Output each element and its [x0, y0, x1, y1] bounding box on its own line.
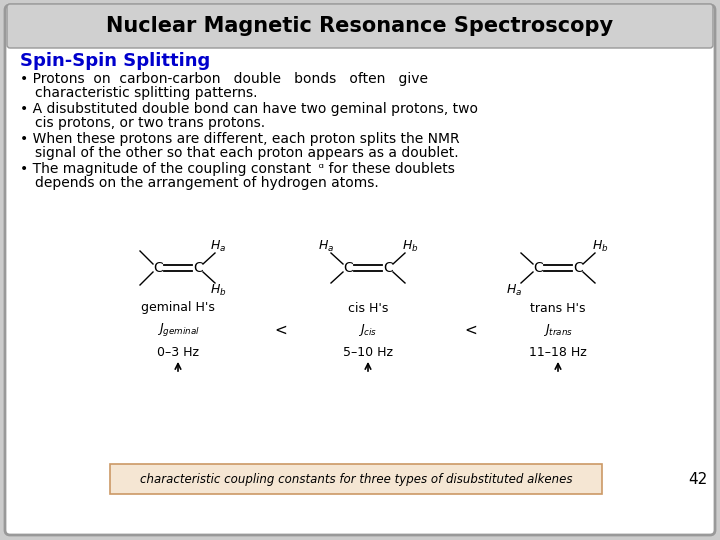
Text: $J_{trans}$: $J_{trans}$	[543, 322, 573, 338]
Text: C: C	[343, 261, 353, 275]
Text: $H_b$: $H_b$	[210, 282, 226, 298]
Text: <: <	[464, 322, 477, 338]
Text: 42: 42	[688, 471, 708, 487]
Text: cis H's: cis H's	[348, 301, 388, 314]
Text: Spin-Spin Splitting: Spin-Spin Splitting	[20, 52, 210, 70]
FancyBboxPatch shape	[5, 5, 715, 535]
Text: $H_b$: $H_b$	[592, 239, 608, 254]
Text: $H_a$: $H_a$	[318, 239, 334, 254]
Text: $J_{cis}$: $J_{cis}$	[359, 322, 378, 338]
Text: • A disubstituted double bond can have two geminal protons, two: • A disubstituted double bond can have t…	[20, 102, 478, 116]
Text: <: <	[274, 322, 287, 338]
Text: characteristic splitting patterns.: characteristic splitting patterns.	[35, 86, 258, 100]
Text: C: C	[193, 261, 203, 275]
Text: • Protons  on  carbon-carbon   double   bonds   often   give: • Protons on carbon-carbon double bonds …	[20, 72, 428, 86]
Text: • The magnitude of the coupling constant  ᵅ for these doublets: • The magnitude of the coupling constant…	[20, 162, 455, 176]
Text: $H_a$: $H_a$	[210, 239, 226, 254]
Text: C: C	[153, 261, 163, 275]
Text: C: C	[383, 261, 393, 275]
Text: $H_a$: $H_a$	[506, 282, 522, 298]
FancyBboxPatch shape	[7, 4, 713, 48]
Text: 0–3 Hz: 0–3 Hz	[157, 346, 199, 359]
Text: Nuclear Magnetic Resonance Spectroscopy: Nuclear Magnetic Resonance Spectroscopy	[107, 16, 613, 36]
Text: • When these protons are different, each proton splits the NMR: • When these protons are different, each…	[20, 132, 459, 146]
Text: $H_b$: $H_b$	[402, 239, 418, 254]
Text: $J_{geminal}$: $J_{geminal}$	[156, 321, 199, 339]
FancyBboxPatch shape	[110, 464, 602, 494]
Text: characteristic coupling constants for three types of disubstituted alkenes: characteristic coupling constants for th…	[140, 472, 572, 485]
Text: signal of the other so that each proton appears as a doublet.: signal of the other so that each proton …	[35, 146, 459, 160]
Text: geminal H's: geminal H's	[141, 301, 215, 314]
Text: C: C	[533, 261, 543, 275]
Text: 5–10 Hz: 5–10 Hz	[343, 346, 393, 359]
Text: 11–18 Hz: 11–18 Hz	[529, 346, 587, 359]
Text: cis protons, or two trans protons.: cis protons, or two trans protons.	[35, 116, 265, 130]
Text: depends on the arrangement of hydrogen atoms.: depends on the arrangement of hydrogen a…	[35, 176, 379, 190]
Text: C: C	[573, 261, 583, 275]
Text: trans H's: trans H's	[530, 301, 586, 314]
